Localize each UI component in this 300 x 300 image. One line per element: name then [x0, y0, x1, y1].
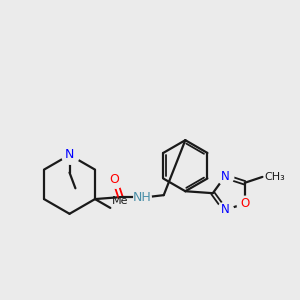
Text: NH: NH: [133, 190, 152, 204]
Text: Me: Me: [112, 196, 129, 206]
Text: CH₃: CH₃: [264, 172, 285, 182]
Text: N: N: [65, 148, 74, 161]
Text: O: O: [110, 173, 120, 186]
Text: N: N: [220, 170, 230, 183]
Text: O: O: [240, 197, 249, 210]
Text: N: N: [220, 203, 230, 217]
